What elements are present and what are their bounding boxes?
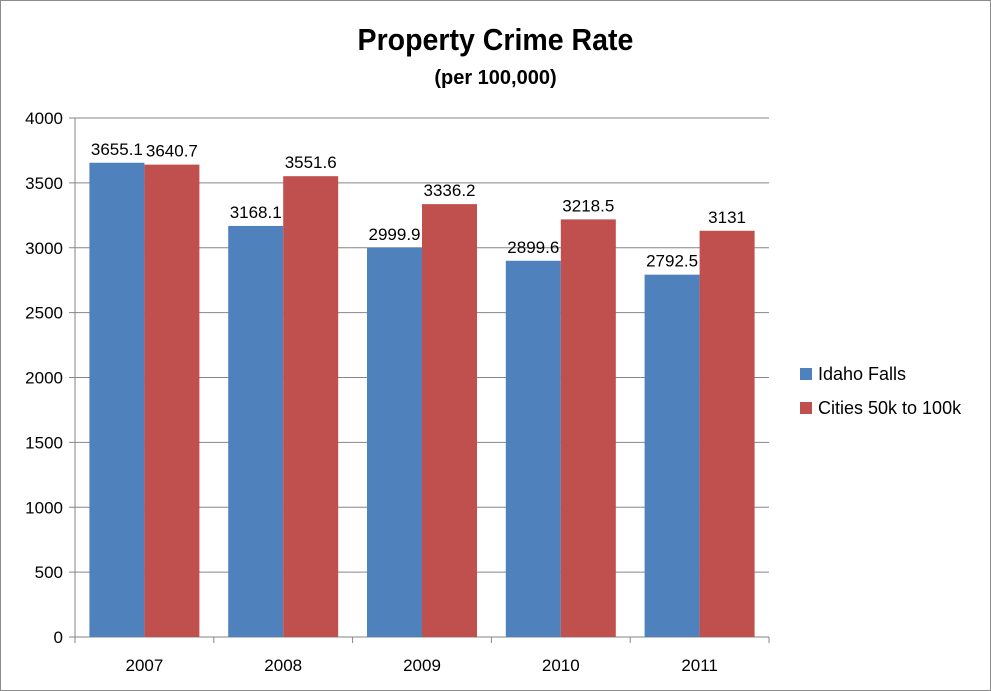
bar-idaho-falls xyxy=(228,225,284,637)
legend-swatch-cities xyxy=(800,402,812,414)
data-label: 3551.6 xyxy=(285,153,337,172)
y-tick-label: 2500 xyxy=(25,304,63,323)
y-tick-label: 0 xyxy=(54,628,63,647)
bar-idaho-falls xyxy=(89,162,145,637)
bar-cities xyxy=(699,230,755,637)
bar-cities xyxy=(283,176,339,637)
y-tick-label: 3500 xyxy=(25,174,63,193)
data-label: 3168.1 xyxy=(230,203,282,222)
legend-label-cities: Cities 50k to 100k xyxy=(818,397,962,418)
y-tick-label: 500 xyxy=(35,563,63,582)
y-tick-label: 1000 xyxy=(25,498,63,517)
y-tick-label: 1500 xyxy=(25,433,63,452)
data-label: 3336.2 xyxy=(424,181,476,200)
bar-idaho-falls xyxy=(644,274,700,637)
y-tick-label: 4000 xyxy=(25,109,63,128)
x-tick-label: 2011 xyxy=(681,656,718,675)
bar-cities xyxy=(422,204,477,637)
legend: Idaho Falls Cities 50k to 100k xyxy=(800,364,961,432)
data-label: 3218.5 xyxy=(562,196,614,215)
y-tick-label: 3000 xyxy=(25,239,63,258)
data-label: 2999.9 xyxy=(369,225,421,244)
data-label: 2899.6 xyxy=(507,238,559,257)
legend-item-idaho-falls: Idaho Falls xyxy=(800,364,961,384)
legend-label-idaho-falls: Idaho Falls xyxy=(818,363,907,384)
chart-subtitle: (per 100,000) xyxy=(434,67,557,89)
x-tick-label: 2010 xyxy=(542,656,580,675)
legend-swatch-idaho-falls xyxy=(800,368,812,380)
data-label: 3131 xyxy=(708,208,746,227)
data-label: 3655.1 xyxy=(91,140,143,159)
data-label: 3640.7 xyxy=(146,142,198,161)
legend-item-cities: Cities 50k to 100k xyxy=(800,398,961,418)
bar-idaho-falls xyxy=(505,260,561,637)
x-tick-label: 2009 xyxy=(403,656,441,675)
chart-title: Property Crime Rate xyxy=(357,22,634,57)
bar-cities xyxy=(144,164,200,637)
x-tick-label: 2008 xyxy=(264,656,302,675)
data-label: 2792.5 xyxy=(646,252,698,271)
x-tick-label: 2007 xyxy=(125,656,163,675)
y-tick-label: 2000 xyxy=(25,369,63,388)
bar-idaho-falls xyxy=(367,247,422,637)
bar-cities xyxy=(560,219,616,637)
